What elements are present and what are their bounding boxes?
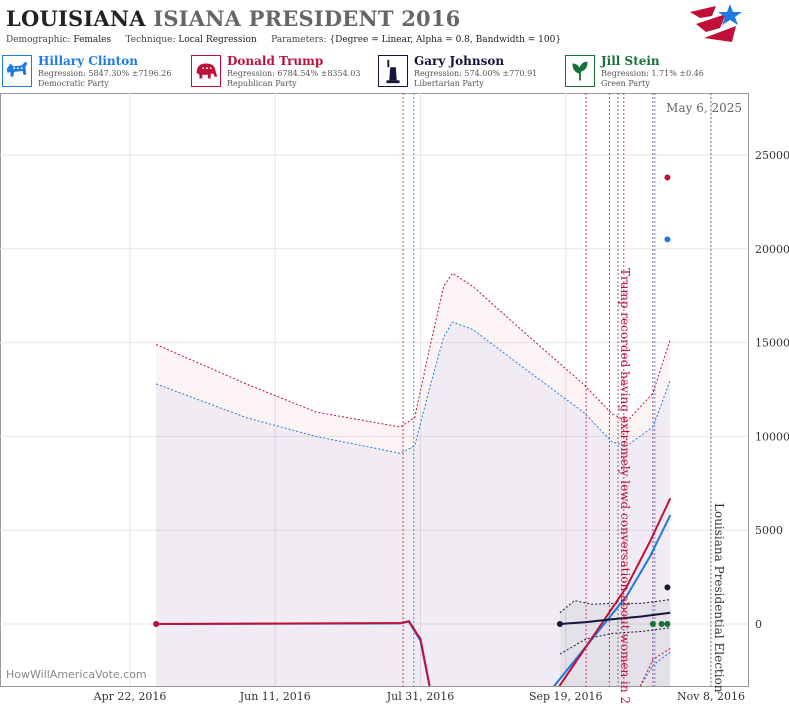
- title-race: ISIANA PRESIDENT 2016: [153, 6, 461, 31]
- demographic-value: Females: [73, 35, 112, 45]
- series-line: [558, 497, 672, 686]
- candidate-name: Donald Trump: [227, 54, 324, 68]
- donkey-icon: [2, 55, 32, 87]
- candidate-card-trump[interactable]: Donald Trump Regression: 6784.54% ±8354.…: [189, 53, 373, 91]
- poll-chart: Trump recorded having extremely lewd con…: [0, 93, 789, 704]
- data-point: [664, 584, 671, 591]
- leaf-icon: [565, 55, 595, 87]
- y-tick-label: 25000: [755, 149, 789, 162]
- candidate-card-clinton[interactable]: Hillary Clinton Regression: 5847.30% ±71…: [0, 53, 184, 91]
- series-line: [156, 620, 431, 686]
- candidate-name: Gary Johnson: [414, 54, 505, 68]
- candidate-regression: Regression: 1.71% ±0.46: [601, 69, 704, 78]
- candidate-card-johnson[interactable]: Gary Johnson Regression: 574.00% ±770.91…: [376, 53, 560, 91]
- y-tick-label: 20000: [755, 243, 789, 256]
- x-tick-label: Apr 22, 2016: [93, 690, 167, 703]
- candidate-regression: Regression: 574.00% ±770.91: [414, 69, 538, 78]
- plot-series: [153, 93, 712, 686]
- x-tick-label: Jun 11, 2016: [239, 690, 311, 703]
- site-logo-icon: [690, 4, 742, 42]
- parameters-value: {Degree = Linear, Alpha = 0.8, Bandwidth…: [329, 35, 562, 45]
- data-point: [556, 621, 563, 627]
- candidate-name: Hillary Clinton: [38, 54, 138, 68]
- series-bound: [559, 627, 671, 655]
- technique-label: Technique:: [125, 35, 176, 45]
- confidence-band: [156, 273, 671, 686]
- series-bound: [155, 321, 671, 454]
- current-date-label: May 6, 2025: [666, 101, 742, 115]
- watermark: HowWillAmericaVote.com: [6, 668, 147, 681]
- series-line: [559, 611, 671, 625]
- x-tick-label: Nov 8, 2016: [677, 690, 745, 703]
- technique-value: Local Regression: [178, 35, 257, 45]
- candidate-party: Democratic Party: [38, 79, 109, 88]
- elephant-icon: [191, 55, 221, 87]
- candidate-name: Jill Stein: [601, 54, 660, 68]
- parameters-line: Demographic: Females Technique: Local Re…: [6, 35, 561, 45]
- annotation-election: Louisiana Presidential Election: [712, 503, 726, 693]
- page-title: LOUISIANA ISIANA PRESIDENT 2016: [6, 6, 460, 31]
- data-point: [664, 236, 671, 243]
- candidate-regression: Regression: 6784.54% ±8354.03: [227, 69, 361, 78]
- title-state: LOUISIANA: [6, 6, 146, 31]
- candidate-party: Republican Party: [227, 79, 297, 88]
- y-tick-label: 15000: [755, 337, 789, 350]
- annotation-trump-tape: Trump recorded having extremely lewd con…: [618, 268, 632, 704]
- candidate-regression: Regression: 5847.30% ±7196.26: [38, 69, 172, 78]
- statue-of-liberty-icon: [378, 55, 408, 87]
- data-point: [664, 621, 671, 627]
- y-tick-label: 5000: [755, 524, 783, 537]
- confidence-band: [156, 322, 671, 686]
- data-point: [664, 174, 671, 181]
- series-bound: [640, 651, 671, 686]
- parameters-label: Parameters:: [271, 35, 327, 45]
- series-bound: [639, 647, 671, 686]
- candidate-party: Green Party: [601, 79, 650, 88]
- data-point: [658, 621, 665, 627]
- candidate-cards: Hillary Clinton Regression: 5847.30% ±71…: [0, 53, 789, 93]
- x-tick-label: Sep 19, 2016: [529, 690, 603, 703]
- demographic-label: Demographic:: [6, 35, 71, 45]
- data-point: [649, 621, 656, 627]
- x-tick-label: Jul 31, 2016: [386, 690, 455, 703]
- y-tick-label: 10000: [755, 430, 789, 443]
- confidence-band: [559, 599, 671, 686]
- candidate-card-stein[interactable]: Jill Stein Regression: 1.71% ±0.46 Green…: [563, 53, 747, 91]
- header: LOUISIANA ISIANA PRESIDENT 2016 Demograp…: [0, 0, 789, 52]
- data-point: [153, 621, 160, 627]
- y-tick-label: 0: [755, 618, 762, 631]
- candidate-party: Libertarian Party: [414, 79, 484, 88]
